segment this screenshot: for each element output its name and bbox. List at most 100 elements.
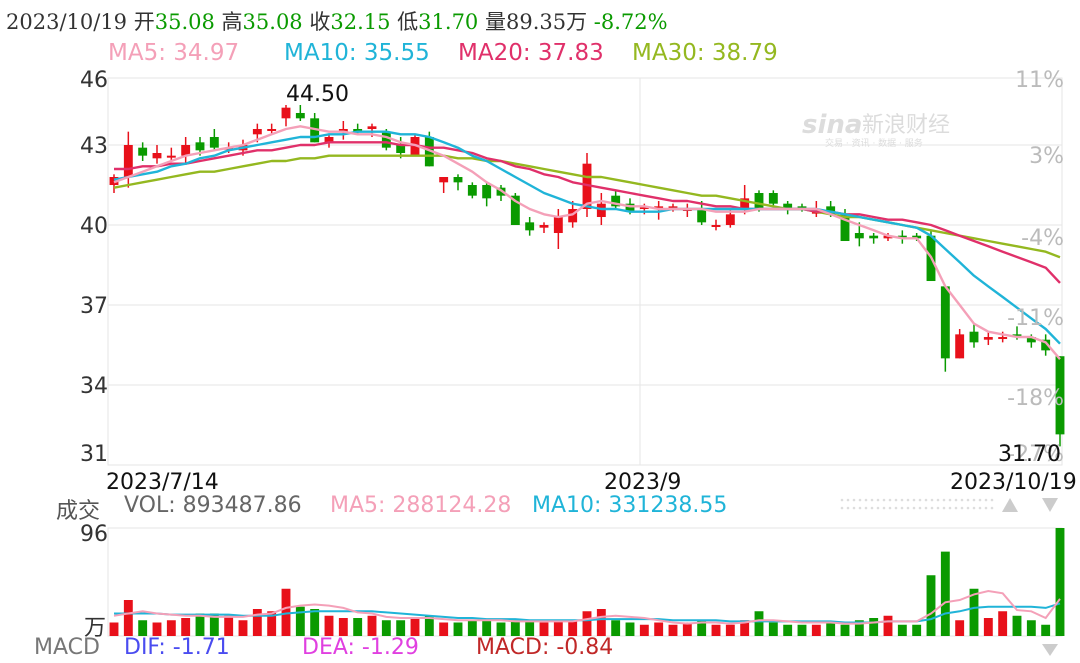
volume-bar (883, 615, 893, 636)
volume-bar (940, 551, 950, 636)
legend-dot (972, 498, 976, 502)
pct-tick-5: -18% (1007, 386, 1064, 411)
candle-body (396, 145, 406, 154)
legend-dot (960, 498, 964, 502)
candle-body (940, 286, 950, 359)
candle-body (539, 225, 549, 228)
legend-dot (906, 498, 910, 502)
volume-bar (410, 618, 420, 636)
volume-bar (969, 588, 979, 636)
candle-body (869, 235, 879, 239)
legend-dot (900, 506, 904, 510)
legend-dot (960, 506, 964, 510)
legend-dot (936, 506, 940, 510)
volume-title: 成交 (56, 499, 101, 524)
legend-dot (858, 506, 862, 510)
legend-dot (930, 498, 934, 502)
candle-body (453, 177, 463, 183)
high-label: 高 (221, 10, 243, 34)
volume-bar (152, 622, 162, 636)
scroll-up-icon (1002, 498, 1018, 512)
pct-tick-1: 11% (1015, 68, 1064, 93)
volume-bar (252, 609, 262, 636)
candle-body (424, 136, 434, 167)
legend-dot (894, 506, 898, 510)
volume-bar (166, 620, 176, 636)
volume-bar (797, 624, 807, 636)
candle-body (725, 214, 735, 226)
candle-body (998, 337, 1008, 340)
volume-bar (568, 620, 578, 636)
watermark-sub: 交易 · 资讯 · 数据 · 服务 (825, 137, 923, 149)
candle-body (338, 128, 348, 132)
legend-dot (846, 506, 850, 510)
candle-body (783, 203, 793, 210)
volume-bar (496, 622, 506, 636)
legend-dot (924, 498, 928, 502)
price-tick-34: 34 (80, 374, 108, 399)
candle-body (969, 331, 979, 343)
ma20-line (114, 141, 1061, 284)
volume-bar (682, 622, 692, 636)
candle-body (439, 177, 449, 183)
volume-bar (725, 624, 735, 636)
volume-bar (238, 620, 248, 636)
legend-dot (906, 506, 910, 510)
date-mid: 2023/9 (604, 470, 682, 495)
volume-bar (181, 618, 191, 636)
candle-body (1055, 356, 1065, 435)
sina-watermark: sina 新浪财经 交易 · 资讯 · 数据 · 服务 (802, 110, 950, 149)
volume-bar (596, 609, 606, 636)
legend-dot (948, 498, 952, 502)
volume-bar (510, 620, 520, 636)
candle-body (1041, 339, 1051, 351)
legend-dot (858, 498, 862, 502)
pct-tick-2: 3% (1029, 144, 1064, 169)
legend-dot (984, 506, 988, 510)
candle-body (295, 112, 305, 119)
volume-bar (912, 624, 922, 636)
candle-body (510, 195, 520, 226)
price-tick-43: 43 (80, 134, 108, 159)
candle-body (754, 193, 764, 210)
close-value: 32.15 (330, 10, 391, 34)
volume-bar (353, 618, 363, 636)
candle-body (568, 209, 578, 223)
pct-tick-3: -4% (1021, 226, 1064, 251)
candle-body (281, 107, 291, 119)
ma30-legend: MA30: 38.79 (632, 40, 778, 66)
candle-body (668, 206, 678, 210)
volume-bar (639, 624, 649, 636)
volume-bar (138, 620, 148, 636)
candle-body (381, 131, 391, 148)
candle-body (267, 128, 277, 131)
legend-dot (870, 506, 874, 510)
watermark-logo: sina (802, 110, 862, 140)
price-tick-37: 37 (80, 294, 108, 319)
candle-body (983, 337, 993, 340)
macd-value: MACD: -0.84 (476, 635, 614, 660)
legend-dot (978, 498, 982, 502)
candle-body (897, 235, 907, 239)
volume-bar (367, 615, 377, 636)
candle-body (840, 214, 850, 242)
low-label: 低 (397, 10, 419, 34)
legend-dot (942, 506, 946, 510)
legend-dot (978, 506, 982, 510)
volume-bar (754, 611, 764, 636)
candle-body (138, 147, 148, 156)
volume-bar (553, 620, 563, 636)
candle-body (854, 233, 864, 239)
volume-bar (926, 575, 936, 636)
legend-dot (888, 498, 892, 502)
legend-dot (876, 498, 880, 502)
price-tick-46: 46 (80, 68, 108, 93)
volume-bar (711, 624, 721, 636)
volume-bar (697, 620, 707, 636)
candle-body (697, 209, 707, 223)
legend-dot (936, 498, 940, 502)
legend-dot (966, 498, 970, 502)
volume-bar (1055, 528, 1065, 636)
volume-bar (611, 620, 621, 636)
volume-bar (1026, 620, 1036, 636)
